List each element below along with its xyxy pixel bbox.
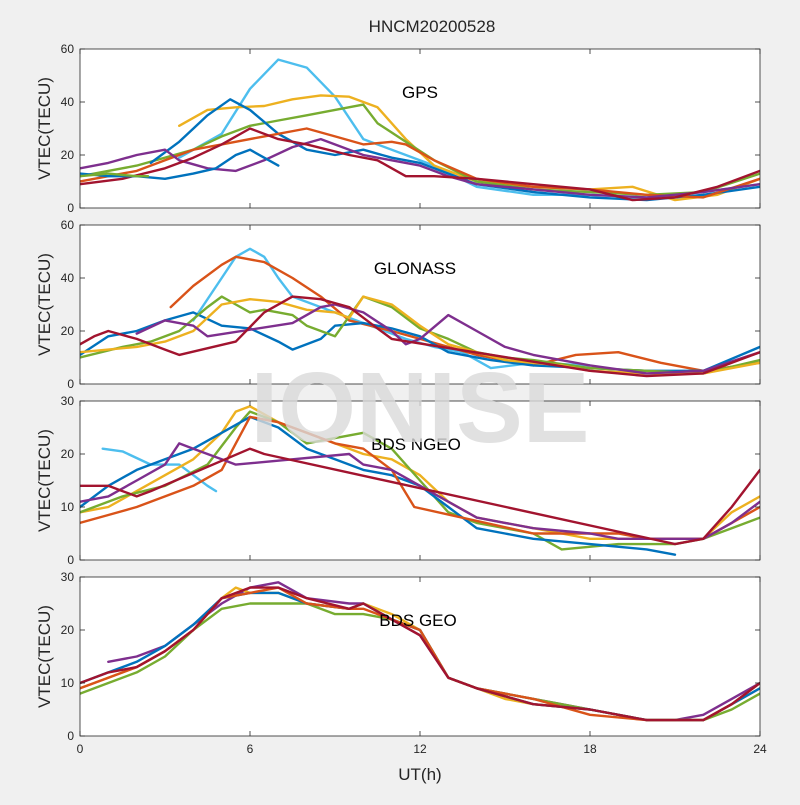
y-tick-label: 10 [61, 676, 75, 690]
plot-area [80, 225, 760, 384]
y-tick-label: 20 [61, 447, 75, 461]
series-line-3 [80, 295, 760, 375]
panel-label: GLONASS [374, 259, 456, 278]
series-line-6 [80, 447, 760, 546]
y-tick-label: 0 [67, 377, 74, 391]
y-axis-label: VTEC(TECU) [35, 605, 54, 708]
series-line-6 [80, 295, 760, 378]
y-tick-label: 20 [61, 148, 75, 162]
plot-area [80, 49, 760, 208]
y-axis-label: VTEC(TECU) [35, 253, 54, 356]
series-line-6 [80, 127, 760, 202]
series-line-5 [135, 303, 760, 375]
y-tick-label: 0 [67, 729, 74, 743]
x-tick-label: 12 [413, 742, 427, 756]
y-tick-label: 20 [61, 623, 75, 637]
figure-title: HNCM20200528 [369, 17, 496, 36]
x-axis-label: UT(h) [398, 765, 441, 784]
x-tick-label: 0 [77, 742, 84, 756]
series-line-7 [80, 148, 280, 180]
y-axis-label: VTEC(TECU) [35, 77, 54, 180]
subplot-3: 0 6 12 18 24 0 10 20 30 VTEC(TECU) BDS GEO [35, 570, 767, 756]
y-tick-label: 40 [61, 271, 75, 285]
panel-label: GPS [402, 83, 438, 102]
subplot-0: 0 20 40 60 VTEC(TECU) GPS [35, 42, 761, 215]
series-line-4 [80, 127, 760, 199]
series-line-5 [80, 137, 760, 199]
series-group [80, 58, 760, 202]
series-line-8 [80, 172, 150, 178]
series-group [80, 247, 760, 378]
series-group [80, 581, 760, 722]
y-tick-label: 0 [67, 553, 74, 567]
series-line-2 [80, 410, 760, 551]
series-group [80, 405, 760, 556]
y-tick-label: 0 [67, 201, 74, 215]
y-tick-label: 30 [61, 394, 75, 408]
y-tick-label: 60 [61, 218, 75, 232]
subplot-1: 0 20 40 60 VTEC(TECU) GLONASS [35, 218, 761, 391]
series-line-3 [149, 98, 760, 202]
y-tick-label: 30 [61, 570, 75, 584]
subplot-2: 0 10 20 30 VTEC(TECU) BDS NGEO [35, 394, 761, 567]
watermark: IONISE [251, 352, 590, 464]
y-tick-label: 20 [61, 324, 75, 338]
x-tick-label: 24 [753, 742, 767, 756]
y-axis-label: VTEC(TECU) [35, 429, 54, 532]
panel-label: BDS NGEO [371, 435, 461, 454]
y-tick-label: 10 [61, 500, 75, 514]
plot-area [80, 577, 760, 736]
x-tick-label: 6 [247, 742, 254, 756]
series-line-5 [80, 442, 760, 540]
y-tick-label: 60 [61, 42, 75, 56]
series-line-1 [178, 94, 760, 202]
panel-label: BDS GEO [379, 611, 456, 630]
y-tick-label: 40 [61, 95, 75, 109]
x-tick-label: 18 [583, 742, 597, 756]
series-line-5 [80, 586, 760, 722]
